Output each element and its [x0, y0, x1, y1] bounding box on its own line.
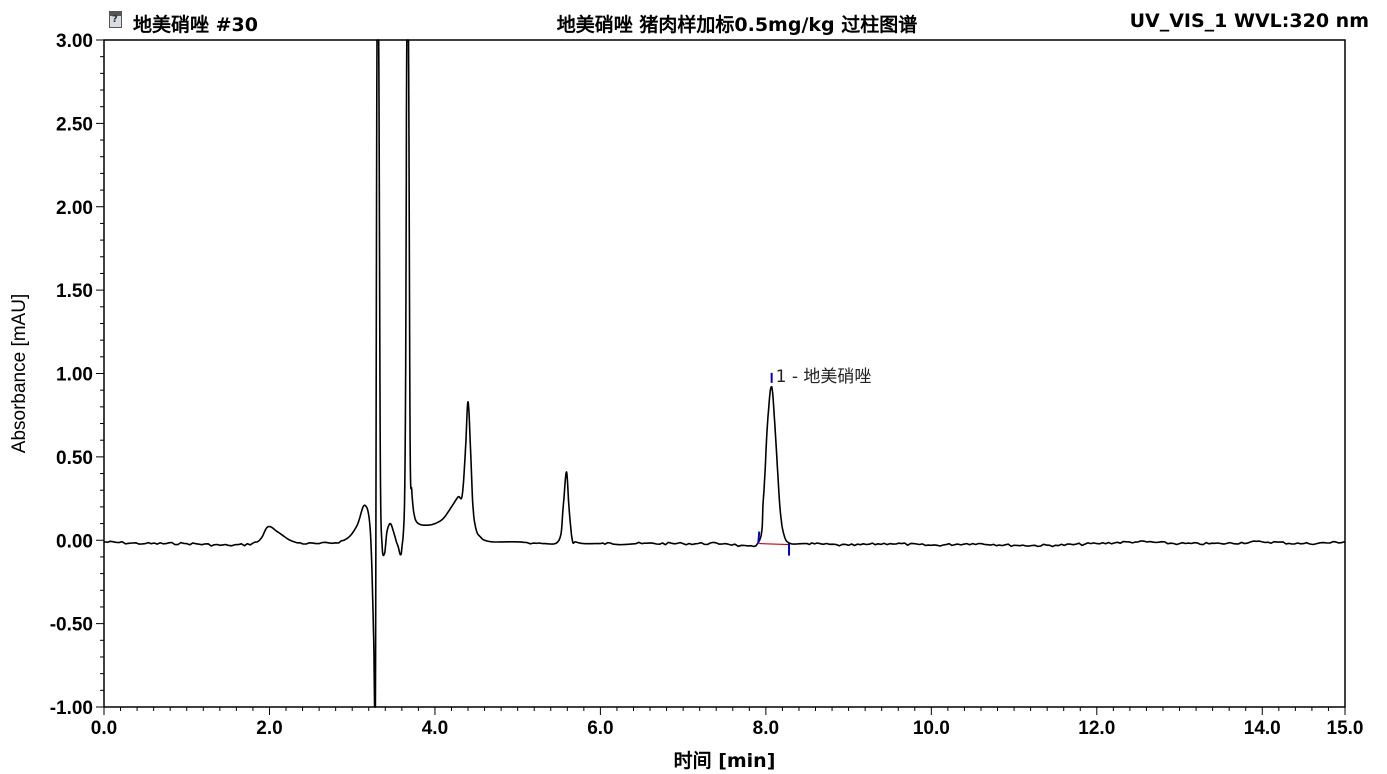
tick-labels: 0.0 2.0 4.0 6.0 8.0 10.0 12.0 14.0 15.0 3.00 2.50 2…	[50, 31, 1364, 739]
plot-frame	[103, 39, 1346, 708]
x-tick-label: 12.0	[1078, 718, 1115, 739]
x-tick-label: 14.0	[1244, 718, 1281, 739]
x-axis-label: 时间 [min]	[674, 750, 776, 772]
x-tick-label: 4.0	[422, 718, 448, 739]
x-tick-label: 0.0	[91, 718, 117, 739]
x-tick-label: 6.0	[587, 718, 613, 739]
x-tick-label: 8.0	[753, 718, 779, 739]
y-tick-label: -0.50	[50, 615, 93, 636]
y-axis-label: Absorbance [mAU]	[9, 294, 30, 453]
chart-title: 地美硝唑 猪肉样加标0.5mg/kg 过柱图谱	[556, 14, 918, 36]
y-tick-label: 1.00	[56, 365, 93, 386]
trace-layer	[103, 39, 1346, 708]
y-tick-label: 2.00	[56, 198, 93, 219]
peak-baseline	[759, 542, 790, 546]
y-tick-label: 1.50	[56, 281, 93, 302]
peak-annotations: 1 - 地美硝唑	[757, 367, 872, 556]
x-tick-label: 10.0	[913, 718, 950, 739]
chromatogram-trace	[103, 39, 1346, 708]
x-tick-label: 2.0	[256, 718, 282, 739]
y-tick-label: 3.00	[56, 31, 93, 52]
y-tick-label: 0.00	[56, 531, 93, 552]
channel-label: UV_VIS_1 WVL:320 nm	[1129, 10, 1369, 32]
peak-label: 1 - 地美硝唑	[776, 367, 872, 387]
y-tick-label: 0.50	[56, 448, 93, 469]
y-tick-label: 2.50	[56, 114, 93, 135]
y-tick-label: -1.00	[50, 698, 93, 719]
document-icon	[109, 11, 122, 28]
x-tick-label: 15.0	[1327, 718, 1364, 739]
axis-ticks	[96, 39, 1346, 715]
peak-start-marker	[757, 531, 761, 544]
sample-name: 地美硝唑 #30	[133, 14, 258, 36]
